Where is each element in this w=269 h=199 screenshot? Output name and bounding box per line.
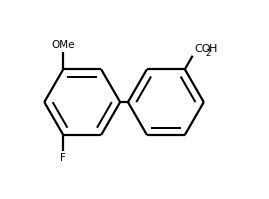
Text: 2: 2 [205,49,210,58]
Text: OMe: OMe [52,40,75,50]
Text: H: H [209,44,218,54]
Text: F: F [60,153,66,163]
Text: CO: CO [194,44,210,54]
